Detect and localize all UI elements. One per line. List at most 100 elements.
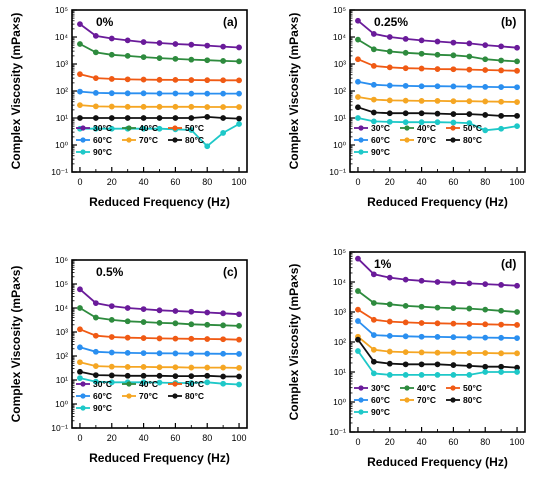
legend-marker xyxy=(358,137,364,143)
legend-marker xyxy=(450,385,456,391)
data-point xyxy=(466,362,473,369)
data-point xyxy=(370,81,377,88)
data-point xyxy=(386,274,393,281)
data-point xyxy=(482,56,489,63)
data-point xyxy=(434,83,441,90)
data-point xyxy=(77,368,83,375)
data-point xyxy=(498,57,505,64)
data-point xyxy=(418,303,425,310)
y-tick-label: 10² xyxy=(56,86,68,96)
data-point xyxy=(204,57,211,64)
data-point xyxy=(514,123,520,130)
data-point xyxy=(498,98,505,105)
data-point xyxy=(236,104,242,110)
y-tick-label: 10⁰ xyxy=(55,399,68,409)
x-tick-label: 80 xyxy=(202,177,212,187)
data-point xyxy=(450,372,457,378)
data-point xyxy=(482,112,489,118)
data-point xyxy=(124,318,131,325)
data-point xyxy=(77,115,83,121)
data-point xyxy=(418,333,425,340)
legend-label: 70°C xyxy=(139,135,158,145)
y-tick-label: 10² xyxy=(56,351,68,361)
data-point xyxy=(156,40,163,46)
data-point xyxy=(236,90,242,97)
data-point xyxy=(172,350,179,357)
data-point xyxy=(108,379,115,386)
data-point xyxy=(140,319,147,325)
y-tick-label: 10² xyxy=(334,86,346,96)
data-point xyxy=(434,97,441,104)
data-point xyxy=(204,372,211,379)
data-point xyxy=(124,349,131,356)
data-point xyxy=(220,336,227,343)
y-tick-label: 10⁵ xyxy=(333,247,346,257)
data-point xyxy=(204,113,211,120)
data-point xyxy=(172,335,179,342)
data-point xyxy=(140,306,147,312)
legend-label: 50°C xyxy=(463,123,482,133)
y-tick-label: 10¹ xyxy=(334,113,346,123)
data-point xyxy=(498,112,505,119)
data-point xyxy=(514,350,520,357)
data-point xyxy=(402,65,409,72)
data-point xyxy=(220,380,227,387)
data-point xyxy=(77,375,83,381)
data-point xyxy=(498,321,505,328)
data-point xyxy=(156,307,163,314)
data-point xyxy=(450,83,457,90)
data-point xyxy=(514,335,520,341)
data-point xyxy=(156,379,163,386)
data-point xyxy=(466,40,473,47)
data-point xyxy=(402,36,409,42)
data-point xyxy=(514,369,520,375)
data-point xyxy=(434,304,441,311)
data-point xyxy=(140,350,147,357)
data-point xyxy=(498,282,505,288)
data-point xyxy=(236,115,242,122)
data-point xyxy=(140,103,147,110)
legend-marker xyxy=(126,381,132,387)
legend-marker xyxy=(450,137,456,143)
legend-label: 60°C xyxy=(93,391,112,401)
legend-marker xyxy=(404,397,410,403)
data-point xyxy=(156,115,163,121)
data-point xyxy=(236,336,242,343)
data-point xyxy=(124,103,131,110)
data-point xyxy=(77,286,83,293)
legend-marker xyxy=(450,125,456,131)
y-tick-label: 10⁻¹ xyxy=(329,167,346,177)
data-point xyxy=(124,52,131,59)
data-point xyxy=(466,120,473,126)
data-point xyxy=(466,372,473,378)
data-point xyxy=(434,279,441,285)
legend-label: 40°C xyxy=(417,123,436,133)
data-point xyxy=(482,42,489,49)
legend-marker xyxy=(404,137,410,143)
data-point xyxy=(108,51,115,58)
data-point xyxy=(450,98,457,105)
x-tick-label: 0 xyxy=(77,177,82,187)
data-point xyxy=(236,311,242,318)
data-point xyxy=(386,360,393,367)
data-point xyxy=(172,308,179,314)
data-point xyxy=(370,109,377,116)
y-tick-label: 10⁰ xyxy=(333,397,346,407)
concentration-label: 1% xyxy=(374,257,392,271)
legend-marker xyxy=(358,125,364,131)
data-point xyxy=(220,115,227,121)
data-point xyxy=(108,90,115,97)
data-point xyxy=(77,88,83,95)
data-point xyxy=(77,344,83,351)
legend-label: 60°C xyxy=(371,135,390,145)
y-tick-label: 10⁰ xyxy=(55,140,68,150)
data-point xyxy=(236,364,242,371)
data-point xyxy=(466,83,473,90)
data-point xyxy=(140,39,147,45)
data-point xyxy=(108,76,115,82)
data-point xyxy=(482,67,489,73)
data-point xyxy=(355,17,361,24)
y-tick-label: 10⁻¹ xyxy=(51,423,68,433)
data-point xyxy=(220,90,227,97)
